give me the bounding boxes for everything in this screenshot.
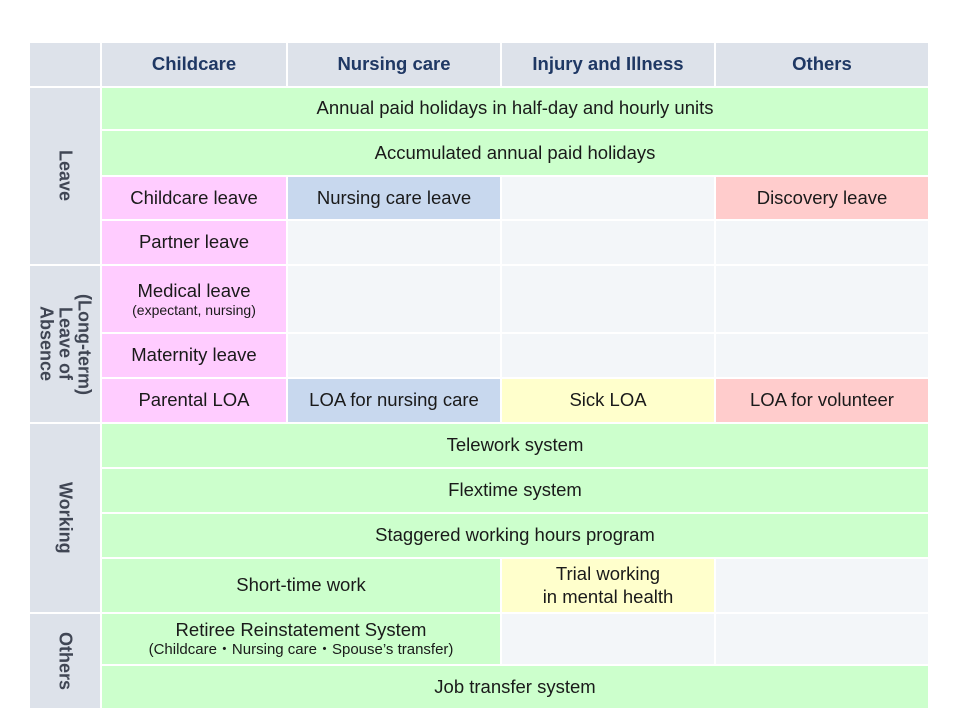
retiree-reinstatement-system: Retiree Reinstatement System (Childcare・… xyxy=(102,614,500,664)
empty-cell xyxy=(502,177,714,219)
telework-system: Telework system xyxy=(102,424,928,467)
sick-loa: Sick LOA xyxy=(502,379,714,422)
flextime-system: Flextime system xyxy=(102,469,928,512)
category-others-label: Others xyxy=(55,631,76,691)
nursing-care-leave: Nursing care leave xyxy=(288,177,500,219)
maternity-leave: Maternity leave xyxy=(102,334,286,377)
partner-leave: Partner leave xyxy=(102,221,286,264)
retiree-reinstatement-note: (Childcare・Nursing care・Spouse’s transfe… xyxy=(148,641,454,659)
parental-loa: Parental LOA xyxy=(102,379,286,422)
empty-cell xyxy=(502,334,714,377)
job-transfer-system: Job transfer system xyxy=(102,666,928,708)
empty-cell xyxy=(288,334,500,377)
corner-cell xyxy=(30,43,100,86)
annual-paid-holidays-half-day: Annual paid holidays in half-day and hou… xyxy=(102,88,928,129)
category-loa-label: (Long-term) Leave of Absence xyxy=(36,293,95,395)
empty-cell xyxy=(288,221,500,264)
column-header-injury-illness: Injury and Illness xyxy=(502,43,714,86)
support-systems-table: Childcare Nursing care Injury and Illnes… xyxy=(30,43,928,708)
trial-working-line1: Trial working xyxy=(555,563,661,585)
column-header-others: Others xyxy=(716,43,928,86)
empty-cell xyxy=(502,221,714,264)
empty-cell xyxy=(716,221,928,264)
empty-cell xyxy=(288,266,500,332)
accumulated-annual-paid-holidays: Accumulated annual paid holidays xyxy=(102,131,928,175)
category-leave-of-absence: (Long-term) Leave of Absence xyxy=(30,266,100,422)
empty-cell xyxy=(716,266,928,332)
category-leave: Leave xyxy=(30,88,100,264)
category-working: Working xyxy=(30,424,100,612)
loa-for-nursing-care: LOA for nursing care xyxy=(288,379,500,422)
medical-leave-label: Medical leave xyxy=(137,279,251,301)
empty-cell xyxy=(716,559,928,612)
loa-for-volunteer: LOA for volunteer xyxy=(716,379,928,422)
empty-cell xyxy=(716,614,928,664)
category-working-label: Working xyxy=(55,482,76,554)
medical-leave-note: (expectant, nursing) xyxy=(132,301,256,318)
empty-cell xyxy=(716,334,928,377)
column-header-nursing-care: Nursing care xyxy=(288,43,500,86)
category-others: Others xyxy=(30,614,100,708)
retiree-reinstatement-label: Retiree Reinstatement System xyxy=(175,618,427,640)
medical-leave: Medical leave (expectant, nursing) xyxy=(102,266,286,332)
discovery-leave: Discovery leave xyxy=(716,177,928,219)
staggered-working-hours: Staggered working hours program xyxy=(102,514,928,557)
childcare-leave: Childcare leave xyxy=(102,177,286,219)
short-time-work: Short-time work xyxy=(102,559,500,612)
trial-working-line2: in mental health xyxy=(542,585,674,607)
trial-working-mental-health: Trial working in mental health xyxy=(502,559,714,612)
empty-cell xyxy=(502,614,714,664)
category-leave-label: Leave xyxy=(55,150,76,202)
column-header-childcare: Childcare xyxy=(102,43,286,86)
empty-cell xyxy=(502,266,714,332)
